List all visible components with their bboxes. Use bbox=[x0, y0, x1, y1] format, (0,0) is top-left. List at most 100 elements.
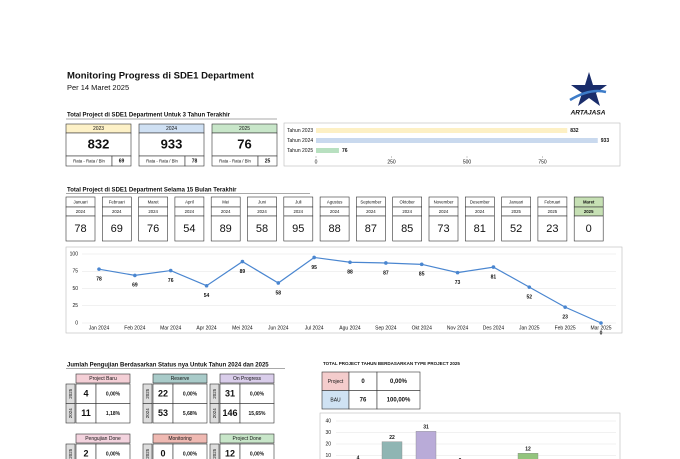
avg-value-cell bbox=[111, 155, 132, 167]
value-cell bbox=[356, 215, 386, 242]
data-label: 87 bbox=[383, 270, 389, 276]
data-label: 54 bbox=[204, 293, 210, 299]
title: Monitoring Progress di SDE1 Department bbox=[67, 71, 255, 82]
data-label: 88 bbox=[347, 270, 353, 276]
y-tick-label: 40 bbox=[325, 418, 331, 424]
year-label: 2024 bbox=[112, 209, 122, 214]
avg-value: 25 bbox=[265, 159, 271, 165]
status-value: 0 bbox=[160, 448, 165, 458]
month-label: April bbox=[185, 199, 194, 204]
month-label: September bbox=[360, 199, 382, 204]
bar bbox=[517, 453, 539, 459]
status-pct: 0,00% bbox=[183, 391, 198, 397]
pct-cell bbox=[239, 403, 275, 424]
status-header bbox=[75, 433, 131, 444]
bar bbox=[316, 128, 568, 133]
month-label: Februari bbox=[109, 199, 125, 204]
value-cell bbox=[210, 215, 241, 242]
point bbox=[599, 321, 603, 325]
x-tick-label: Mar 2025 bbox=[590, 325, 611, 331]
year-label: 2024 bbox=[148, 209, 158, 214]
value-cell bbox=[102, 215, 132, 242]
logo-text: ARTAJASA bbox=[570, 110, 606, 117]
value-cell bbox=[138, 215, 168, 242]
y-tick-label: 30 bbox=[325, 430, 331, 436]
status-name: Project Baru bbox=[89, 376, 117, 382]
status-name: Monitoring bbox=[168, 436, 192, 442]
month-label: Oktober bbox=[400, 199, 416, 204]
year-label: 2024 bbox=[366, 209, 376, 214]
status-header bbox=[219, 373, 275, 384]
logo bbox=[569, 72, 607, 106]
x-tick-label: Apr 2024 bbox=[196, 325, 217, 331]
year-cell bbox=[209, 403, 220, 424]
year-cell bbox=[209, 443, 220, 459]
year-cell bbox=[142, 403, 153, 424]
x-tick-label: Feb 2024 bbox=[124, 325, 145, 331]
status-value: 12 bbox=[225, 448, 235, 458]
status-pct: 0,00% bbox=[106, 451, 121, 457]
x-tick-label: Okt 2024 bbox=[412, 325, 433, 331]
x-tick-label: 0 bbox=[315, 159, 318, 165]
month-label: Januari bbox=[73, 199, 87, 204]
x-tick-label: Agu 2024 bbox=[339, 325, 361, 331]
type-value: 0 bbox=[361, 379, 365, 385]
section-title: Total Project di SDE1 Department Untuk 3… bbox=[67, 113, 231, 119]
data-label: 81 bbox=[491, 274, 497, 280]
x-tick-label: Jan 2024 bbox=[89, 325, 110, 331]
x-tick-label: Jul 2024 bbox=[305, 325, 324, 331]
category-label: Tahun 2025 bbox=[287, 148, 313, 154]
status-pct: 15,65% bbox=[249, 411, 267, 417]
year-label: 2024 bbox=[330, 209, 340, 214]
data-label: 85 bbox=[419, 272, 425, 278]
month-label: Januari bbox=[509, 199, 523, 204]
year-label: 2024 bbox=[257, 209, 267, 214]
year-label: 2024 bbox=[475, 209, 485, 214]
row-year: 2025 bbox=[145, 448, 150, 459]
row-year: 2025 bbox=[68, 388, 73, 399]
month-label: Juli bbox=[295, 199, 301, 204]
x-tick-label: Jun 2024 bbox=[268, 325, 289, 331]
status-value: 22 bbox=[158, 388, 168, 398]
point bbox=[348, 260, 352, 265]
logo-star bbox=[571, 72, 607, 106]
data-label: 78 bbox=[96, 277, 102, 283]
y-tick-label: 75 bbox=[72, 269, 78, 275]
month-value: 58 bbox=[256, 223, 268, 235]
status-pct: 0,00% bbox=[250, 391, 265, 397]
status-pct: 0,00% bbox=[250, 451, 265, 457]
row-year: 2025 bbox=[212, 388, 217, 399]
month-value: 88 bbox=[328, 223, 340, 235]
month-value: 89 bbox=[220, 223, 232, 235]
y-tick-label: 50 bbox=[72, 286, 78, 292]
month-value: 73 bbox=[437, 223, 449, 235]
year-label: 2024 bbox=[221, 209, 231, 214]
category-label: Tahun 2023 bbox=[287, 128, 313, 134]
section-title: Jumlah Pengujian Berdasarkan Status nya … bbox=[67, 363, 269, 369]
data-label: 95 bbox=[311, 265, 317, 271]
data-label: 76 bbox=[342, 148, 348, 154]
status-value: 4 bbox=[83, 388, 88, 398]
point bbox=[491, 265, 496, 269]
month-value: 54 bbox=[183, 223, 195, 235]
year-label: 2024 bbox=[402, 209, 412, 214]
year-label: 2025 bbox=[239, 126, 250, 132]
chart-frame bbox=[65, 246, 623, 334]
month-label: Maret bbox=[583, 199, 595, 204]
chart-frame bbox=[319, 412, 621, 459]
avg-label: Rata - Rata / Bln bbox=[73, 158, 105, 163]
value-cell bbox=[247, 215, 277, 242]
month-value: 85 bbox=[401, 223, 413, 235]
status-value: 2 bbox=[83, 448, 88, 458]
value-cell bbox=[319, 215, 350, 242]
row-year: 2024 bbox=[68, 408, 73, 419]
status-pct: 0,00% bbox=[183, 451, 198, 457]
status-name: Reserve bbox=[171, 376, 190, 382]
point bbox=[312, 255, 316, 260]
status-value: 146 bbox=[222, 408, 237, 418]
status-name: Project Done bbox=[233, 436, 262, 442]
month-value: 52 bbox=[510, 223, 522, 235]
y-tick-label: 100 bbox=[70, 251, 79, 257]
point bbox=[563, 305, 567, 309]
